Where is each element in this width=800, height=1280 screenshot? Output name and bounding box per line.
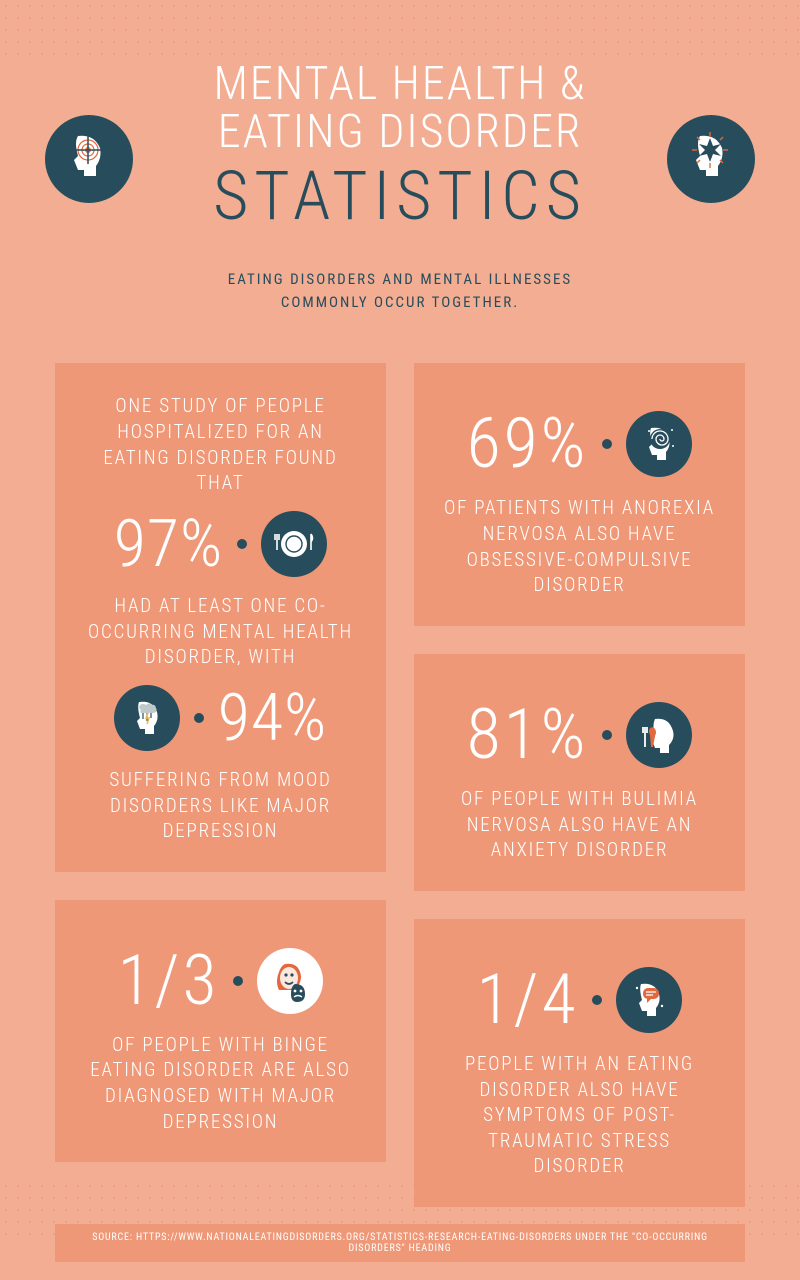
divider-dot [194, 713, 204, 723]
divider-dot [592, 995, 602, 1005]
storm-brain-icon [114, 685, 180, 751]
head-utensils-icon [626, 702, 692, 768]
study-tail: SUFFERING FROM MOOD DISORDERS LIKE MAJOR… [81, 767, 360, 844]
plate-icon [261, 511, 327, 577]
card-study: ONE STUDY OF PEOPLE HOSPITALIZED FOR AN … [55, 363, 386, 871]
study-intro: ONE STUDY OF PEOPLE HOSPITALIZED FOR AN … [81, 393, 360, 496]
stat-binge: 1/3 [118, 940, 220, 1022]
stat-row-binge: 1/3 [81, 940, 360, 1022]
left-column: ONE STUDY OF PEOPLE HOSPITALIZED FOR AN … [55, 363, 386, 1207]
bulimia-text: OF PEOPLE WITH BULIMIA NERVOSA ALSO HAVE… [440, 786, 719, 863]
header: MENTAL HEALTH & EATING DISORDER STATISTI… [55, 60, 745, 313]
stat-bulimia: 81% [467, 694, 589, 776]
divider-dot [602, 439, 612, 449]
spiral-brain-icon [626, 411, 692, 477]
stat-row-97: 97% [81, 506, 360, 583]
cards-grid: ONE STUDY OF PEOPLE HOSPITALIZED FOR AN … [55, 363, 745, 1207]
stat-row-ptsd: 1/4 [440, 959, 719, 1041]
card-bulimia: 81% OF PEOPLE WITH BULIMIA NERVOSA ALSO … [414, 654, 745, 891]
anorexia-text: OF PATIENTS WITH ANOREXIA NERVOSA ALSO H… [440, 495, 719, 598]
study-mid: HAD AT LEAST ONE CO-OCCURRING MENTAL HEA… [81, 593, 360, 670]
infographic-container: MENTAL HEALTH & EATING DISORDER STATISTI… [0, 0, 800, 1207]
divider-dot [237, 539, 247, 549]
head-speech-icon [616, 967, 682, 1033]
stat-ptsd: 1/4 [477, 959, 579, 1041]
stat-anorexia: 69% [467, 403, 589, 485]
title-line-1: MENTAL HEALTH & [55, 60, 745, 108]
card-ptsd: 1/4 PEOPLE WITH AN EATING DISORDER [414, 919, 745, 1207]
title-line-2: EATING DISORDER [55, 108, 745, 156]
stat-row-bulimia: 81% [440, 694, 719, 776]
subtitle-line-2: COMMONLY OCCUR TOGETHER. [281, 293, 519, 311]
divider-dot [233, 976, 243, 986]
ptsd-text: PEOPLE WITH AN EATING DISORDER ALSO HAVE… [440, 1051, 719, 1179]
right-column: 69% OF PATIENTS WITH ANOREXIA NERVOSA AL… [414, 363, 745, 1207]
source-citation: SOURCE: HTTPS://WWW.NATIONALEATINGDISORD… [55, 1224, 745, 1262]
card-anorexia: 69% OF PATIENTS WITH ANOREXIA NERVOSA AL… [414, 363, 745, 626]
divider-dot [602, 730, 612, 740]
head-burst-icon [667, 115, 755, 203]
stat-94: 94% [218, 680, 327, 757]
title-line-3: STATISTICS [55, 159, 745, 234]
stat-row-94: 94% [81, 680, 360, 757]
subtitle: EATING DISORDERS AND MENTAL ILLNESSES CO… [55, 268, 745, 313]
subtitle-line-1: EATING DISORDERS AND MENTAL ILLNESSES [228, 270, 572, 288]
masks-icon [257, 948, 323, 1014]
card-binge: 1/3 OF PEOPLE WITH [55, 900, 386, 1163]
head-target-icon [45, 115, 133, 203]
binge-text: OF PEOPLE WITH BINGE EATING DISORDER ARE… [81, 1032, 360, 1135]
stat-row-anorexia: 69% [440, 403, 719, 485]
stat-97: 97% [114, 506, 223, 583]
